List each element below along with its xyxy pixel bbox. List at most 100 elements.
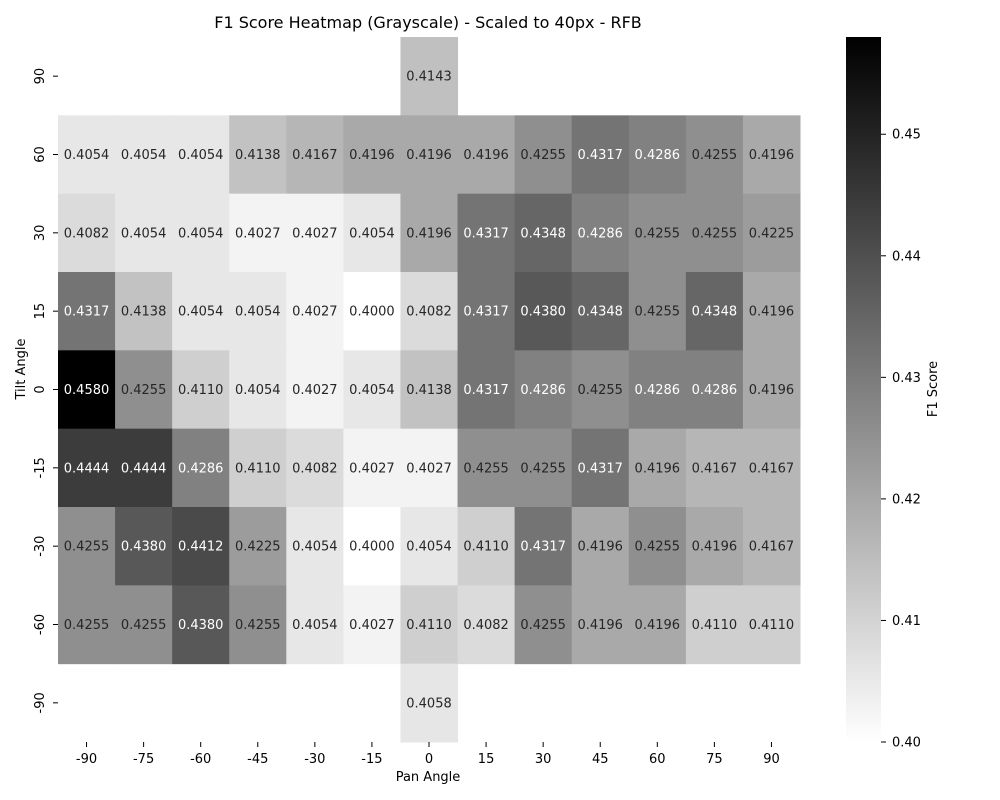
- heatmap-cell: [514, 193, 573, 273]
- heatmap-cell: [229, 428, 287, 508]
- heatmap-cell: [400, 585, 459, 665]
- heatmap-cell: [58, 507, 116, 586]
- cell-value-label: 0.4082: [463, 618, 509, 633]
- heatmap-cell: [685, 350, 744, 430]
- y-tick-label: 60: [33, 146, 48, 163]
- x-axis-label: Pan Angle: [396, 770, 461, 785]
- heatmap-cell: [742, 350, 801, 430]
- cell-value-label: 0.4054: [121, 148, 167, 163]
- cell-value-label: 0.4255: [463, 461, 509, 476]
- y-tick-label: -60: [33, 614, 48, 635]
- heatmap-cell: [628, 193, 687, 273]
- cell-value-label: 0.4196: [749, 148, 795, 163]
- cell-value-label: 0.4027: [292, 226, 338, 241]
- cell-value-label: 0.4082: [64, 226, 110, 241]
- heatmap-cell: [172, 585, 230, 665]
- heatmap-cell: [514, 272, 573, 351]
- cell-value-label: 0.4255: [520, 148, 566, 163]
- heatmap-cell: [457, 350, 516, 430]
- heatmap-cell: [571, 350, 630, 430]
- x-tick-label: -60: [190, 752, 211, 767]
- cell-value-label: 0.4110: [463, 540, 509, 555]
- cell-value-label: 0.4255: [635, 226, 681, 241]
- colorbar-ticks: 0.40 0.41 0.42 0.43 0.44 0.45: [881, 128, 921, 751]
- cell-value-label: 0.4027: [406, 461, 452, 476]
- cell-value-label: 0.4286: [635, 383, 681, 398]
- cell-value-label: 0.4054: [235, 305, 281, 320]
- cell-value-label: 0.4255: [635, 540, 681, 555]
- cell-value-label: 0.4167: [692, 461, 738, 476]
- x-tick-label: 30: [535, 752, 552, 767]
- heatmap-cell: [628, 115, 687, 195]
- heatmap-cell: [400, 350, 459, 430]
- x-tick-label: -75: [133, 752, 154, 767]
- heatmap-cell: [628, 507, 687, 586]
- cell-value-label: 0.4054: [406, 540, 452, 555]
- heatmap-cell: [742, 428, 801, 508]
- cell-value-label: 0.4027: [349, 461, 395, 476]
- heatmap-cell: [172, 350, 230, 430]
- x-tick-label: -15: [361, 752, 382, 767]
- heatmap-cell: [457, 193, 516, 273]
- heatmap-cell: [400, 507, 459, 586]
- heatmap-cell: [286, 272, 344, 351]
- cell-value-label: 0.4138: [406, 383, 452, 398]
- cell-value-label: 0.4255: [121, 618, 167, 633]
- heatmap-cells: [58, 37, 801, 743]
- cell-value-label: 0.4167: [749, 540, 795, 555]
- heatmap-cell: [58, 350, 116, 430]
- chart-title: F1 Score Heatmap (Grayscale) - Scaled to…: [214, 13, 642, 32]
- heatmap-cell: [172, 428, 230, 508]
- cell-value-label: 0.4143: [406, 70, 452, 85]
- y-tick-label: 90: [33, 68, 48, 85]
- heatmap-cell: [286, 428, 344, 508]
- cell-value-label: 0.4317: [463, 305, 509, 320]
- cell-value-label: 0.4054: [292, 540, 338, 555]
- colorbar-tick-label: 0.42: [892, 492, 921, 507]
- heatmap-cell: [229, 350, 287, 430]
- heatmap-cell: [457, 272, 516, 351]
- heatmap-cell: [115, 428, 173, 508]
- cell-value-label: 0.4317: [463, 226, 509, 241]
- heatmap-cell: [685, 428, 744, 508]
- heatmap-cell: [58, 585, 116, 665]
- heatmap-cell: [115, 507, 173, 586]
- heatmap-cell: [742, 272, 801, 351]
- heatmap-cell: [286, 193, 344, 273]
- colorbar-tick-label: 0.41: [892, 614, 921, 629]
- cell-value-label: 0.4255: [235, 618, 281, 633]
- cell-value-label: 0.4027: [349, 618, 395, 633]
- heatmap-cell: [115, 193, 173, 273]
- heatmap-cell: [229, 585, 287, 665]
- colorbar: [846, 37, 881, 742]
- cell-value-label: 0.4444: [64, 461, 110, 476]
- heatmap-cell: [286, 585, 344, 665]
- heatmap-cell: [58, 428, 116, 508]
- cell-value-label: 0.4348: [692, 305, 738, 320]
- heatmap-cell: [400, 428, 459, 508]
- heatmap-cell: [343, 193, 401, 273]
- y-tick-label: 15: [33, 303, 48, 320]
- heatmap-cell: [457, 428, 516, 508]
- heatmap-cell: [343, 272, 401, 351]
- cell-value-label: 0.4000: [349, 540, 395, 555]
- cell-value-label: 0.4225: [235, 540, 281, 555]
- heatmap-cell: [58, 115, 116, 195]
- cell-value-label: 0.4412: [178, 540, 224, 555]
- heatmap-cell: [571, 507, 630, 586]
- x-axis: -90 -75 -60 -45 -30 -15 0 15 30 45 60 75 90: [76, 742, 780, 767]
- heatmap-cell: [343, 115, 401, 195]
- cell-value-label: 0.4110: [406, 618, 452, 633]
- heatmap-cell: [628, 272, 687, 351]
- heatmap-cell: [400, 115, 459, 195]
- heatmap-cell: [400, 193, 459, 273]
- cell-value-label: 0.4255: [520, 461, 566, 476]
- cell-value-label: 0.4286: [577, 226, 623, 241]
- x-tick-label: 75: [706, 752, 723, 767]
- cell-value-label: 0.4196: [349, 148, 395, 163]
- cell-value-label: 0.4196: [635, 461, 681, 476]
- heatmap-cell: [58, 272, 116, 351]
- heatmap-cell: [571, 193, 630, 273]
- heatmap-cell: [685, 193, 744, 273]
